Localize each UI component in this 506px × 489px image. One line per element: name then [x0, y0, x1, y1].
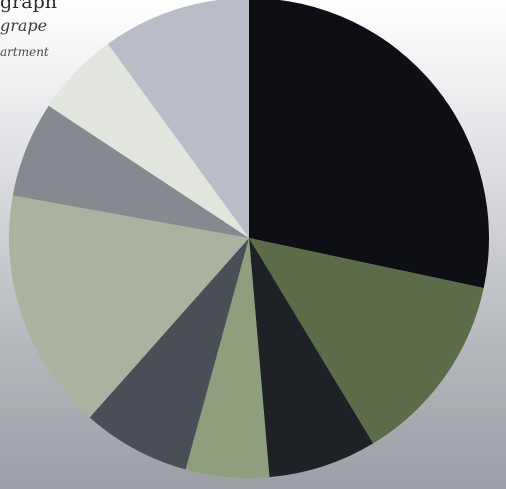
pie-slice-5	[89, 238, 249, 470]
pie-slice-3	[249, 238, 374, 478]
pie-slice-2	[249, 238, 484, 444]
pie-slice-9	[107, 0, 249, 238]
pie-slice-7	[12, 105, 250, 238]
chart-subtitle: grape	[0, 16, 48, 35]
pie-slice-6	[8, 195, 250, 418]
pie-slice-4	[185, 238, 270, 479]
pie-slice-1	[249, 0, 489, 289]
chart-title: graph	[0, 0, 57, 13]
chart-subtitle-2: artment	[0, 45, 49, 59]
pie-slice-8	[48, 43, 249, 238]
